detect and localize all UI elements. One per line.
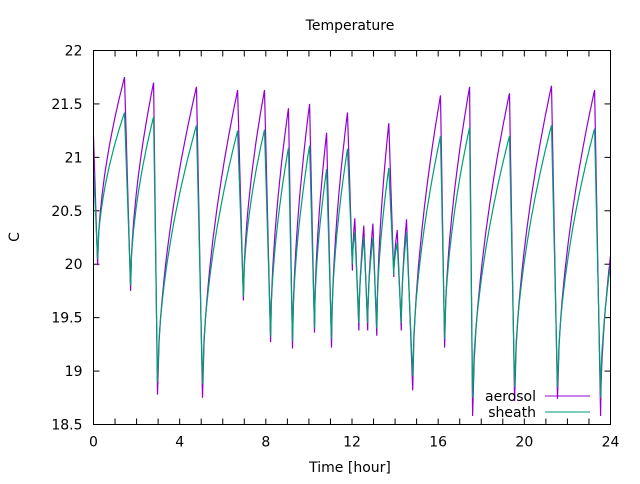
- y-tick-label: 19: [65, 364, 83, 380]
- y-tick-label: 22: [65, 44, 83, 60]
- x-tick-label: 4: [175, 435, 184, 451]
- x-axis-label: Time [hour]: [308, 460, 391, 476]
- x-tick-label: 12: [343, 435, 361, 451]
- x-tick-label: 8: [261, 435, 270, 451]
- plot-frame: [93, 50, 611, 425]
- x-tick-label: 24: [602, 435, 620, 451]
- y-tick-label: 21.5: [51, 97, 82, 113]
- y-tick-label: 21: [65, 150, 83, 166]
- y-tick-label: 20.5: [51, 204, 82, 220]
- x-tick-label: 20: [515, 435, 533, 451]
- series-lines: [92, 77, 612, 417]
- legend-label-aerosol: aerosol: [485, 389, 536, 405]
- legend-label-sheath: sheath: [488, 405, 536, 421]
- chart-title: Temperature: [305, 18, 395, 34]
- y-tick-label: 19.5: [51, 311, 82, 327]
- y-tick-label: 18.5: [51, 418, 82, 434]
- y-tick-label: 20: [65, 257, 83, 273]
- series-line-sheath: [92, 112, 612, 398]
- legend: aerosol sheath: [485, 389, 590, 421]
- x-tick-label: 16: [429, 435, 447, 451]
- x-tick-label: 0: [89, 435, 98, 451]
- axis-ticks: 0 4 8 12 16 20 24 18.5 19 19.5 20 20.5 21 21.5 22: [51, 44, 619, 451]
- y-axis-label: C: [7, 232, 23, 242]
